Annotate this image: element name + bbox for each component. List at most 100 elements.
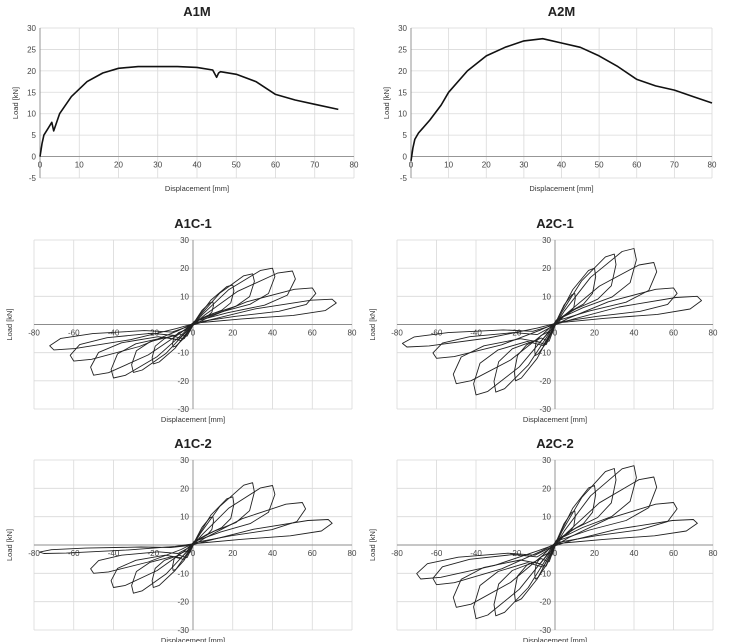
x-axis-title: Displacement [mm] (161, 636, 225, 642)
y-tick-label: 30 (542, 236, 551, 245)
x-tick-label: 70 (670, 161, 679, 170)
x-tick-label: 30 (153, 161, 162, 170)
x-tick-label: 0 (553, 549, 558, 558)
x-tick-label: 0 (38, 161, 43, 170)
hysteresis-loop-a2c-1-7 (401, 295, 702, 348)
x-tick-label: 20 (482, 161, 491, 170)
chart-a1c-1: A1C-1 -30 -20 -10 10 20 30 -80 -60 -40 -20 0 20 40 60 8… (5, 216, 357, 424)
y-tick-label: 10 (398, 110, 407, 119)
series-line-a2m (410, 37, 713, 162)
y-tick-label: 5 (32, 131, 37, 140)
y-tick-label: 25 (27, 45, 36, 54)
chart-a1c-2: A1C-2 -30 -20 -10 10 20 30 -80 -60 -40 -20 0 20 40 60 8… (5, 436, 357, 642)
x-tick-label: -60 (431, 329, 443, 338)
x-tick-label: -40 (108, 549, 120, 558)
x-tick-label: -40 (470, 549, 482, 558)
x-axis-title: Displacement [mm] (523, 636, 587, 642)
y-tick-label: 20 (398, 67, 407, 76)
y-axis-title: Load [kN] (368, 308, 377, 340)
x-tick-label: 50 (232, 161, 241, 170)
x-tick-label: -60 (68, 549, 80, 558)
y-tick-label: 30 (180, 456, 189, 465)
hysteresis-loop-a1c-1-5 (90, 270, 296, 376)
y-tick-label: -10 (177, 569, 189, 578)
chart-title: A2C-2 (536, 436, 574, 451)
chart-title: A1C-2 (174, 436, 212, 451)
y-tick-label: -30 (177, 626, 189, 635)
x-tick-label: 80 (350, 161, 359, 170)
x-tick-label: -60 (431, 549, 443, 558)
series-line-a1m (39, 65, 339, 157)
x-tick-label: -80 (28, 549, 40, 558)
y-tick-label: 5 (403, 131, 408, 140)
y-tick-label: 20 (542, 264, 551, 273)
x-tick-label: 20 (590, 329, 599, 338)
x-tick-label: -80 (28, 329, 40, 338)
y-tick-label: 0 (32, 153, 37, 162)
x-tick-label: 70 (310, 161, 319, 170)
x-tick-label: 20 (114, 161, 123, 170)
y-tick-label: 30 (398, 24, 407, 33)
x-tick-label: -20 (147, 549, 159, 558)
chart-panel-a2c-1: A2C-1 -30 -20 -10 10 20 30 -80 -60 -40 -20 0 20 40 60 8… (364, 212, 729, 426)
y-tick-label: 15 (398, 88, 407, 97)
x-tick-label: 0 (191, 549, 196, 558)
y-axis-title: Load [kN] (5, 308, 14, 340)
x-tick-label: 10 (444, 161, 453, 170)
y-tick-label: -20 (177, 377, 189, 386)
x-tick-label: 40 (268, 549, 277, 558)
x-tick-label: 80 (709, 549, 718, 558)
y-tick-label: 30 (542, 456, 551, 465)
hysteresis-loop-a1c-1-7 (49, 298, 337, 351)
x-tick-label: 20 (228, 329, 237, 338)
y-tick-label: 25 (398, 45, 407, 54)
chart-title: A1C-1 (174, 216, 212, 231)
hysteresis-loop-a1c-1-4 (110, 267, 276, 379)
x-tick-label: 80 (348, 549, 357, 558)
chart-panel-a2c-2: A2C-2 -30 -20 -10 10 20 30 -80 -60 -40 -20 0 20 40 60 8… (364, 426, 729, 642)
x-tick-label: -60 (68, 329, 80, 338)
y-axis-title: Load [kN] (5, 529, 14, 561)
chart-panel-a1c-1: A1C-1 -30 -20 -10 10 20 30 -80 -60 -40 -20 0 20 40 60 8… (0, 212, 364, 426)
y-tick-label: -10 (539, 349, 551, 358)
x-tick-label: -80 (391, 329, 403, 338)
y-tick-label: -30 (539, 626, 551, 635)
x-tick-label: 30 (519, 161, 528, 170)
y-tick-label: -20 (177, 598, 189, 607)
x-tick-label: 0 (191, 329, 196, 338)
chart-title: A2M (548, 4, 575, 19)
y-tick-label: 20 (180, 484, 189, 493)
x-tick-label: 60 (669, 329, 678, 338)
hysteresis-loop-a2c-1-4 (473, 248, 637, 396)
x-tick-label: -80 (391, 549, 403, 558)
y-tick-label: 10 (180, 513, 189, 522)
y-axis-title: Load [kN] (11, 87, 20, 119)
x-axis-title: Displacement [mm] (165, 184, 229, 193)
x-tick-label: 60 (308, 549, 317, 558)
y-tick-label: 10 (542, 292, 551, 301)
x-tick-label: 40 (557, 161, 566, 170)
x-tick-label: 80 (348, 329, 357, 338)
x-tick-label: 0 (553, 329, 558, 338)
y-tick-label: 10 (542, 513, 551, 522)
y-axis-title: Load [kN] (368, 529, 377, 561)
y-tick-label: -30 (539, 405, 551, 414)
x-axis-title: Displacement [mm] (523, 415, 587, 424)
x-tick-label: 40 (193, 161, 202, 170)
x-tick-label: 60 (271, 161, 280, 170)
y-tick-label: -10 (177, 349, 189, 358)
hysteresis-loop-a2c-2-7 (416, 519, 698, 580)
x-tick-label: 10 (75, 161, 84, 170)
y-tick-label: -10 (539, 569, 551, 578)
y-tick-label: 20 (27, 67, 36, 76)
x-tick-label: 80 (708, 161, 717, 170)
hysteresis-loop-a1c-1-6 (69, 287, 317, 362)
x-axis-title: Displacement [mm] (529, 184, 593, 193)
y-tick-label: 10 (180, 292, 189, 301)
y-tick-label: 20 (180, 264, 189, 273)
chart-title: A1M (183, 4, 210, 19)
hysteresis-loop-a1c-2-6 (39, 519, 333, 554)
